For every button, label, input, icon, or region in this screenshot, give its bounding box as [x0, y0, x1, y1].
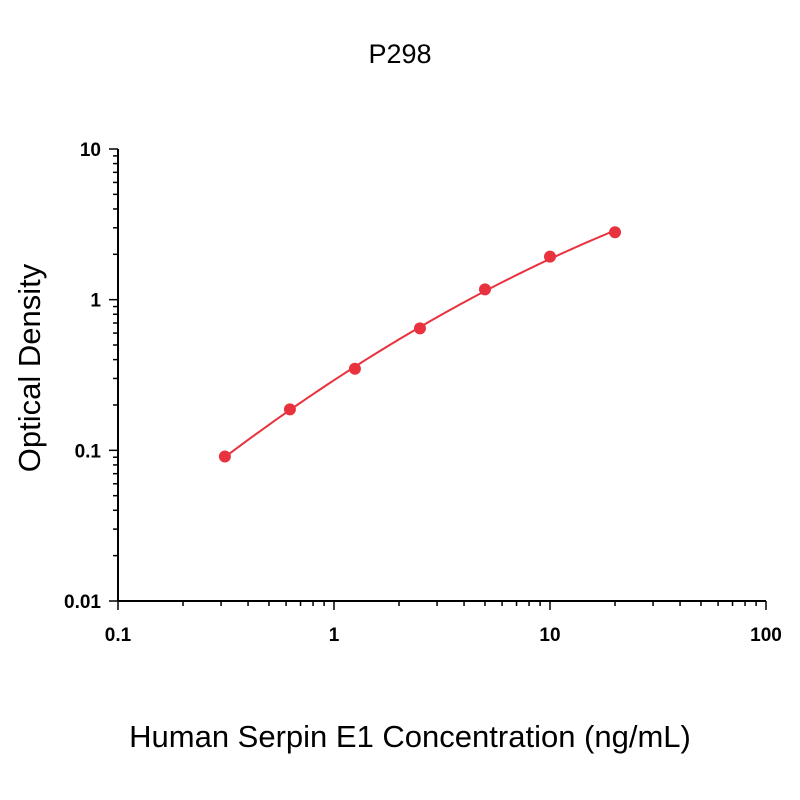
x-axis-label: Human Serpin E1 Concentration (ng/mL): [129, 719, 691, 754]
data-point: [413, 322, 426, 335]
data-point: [609, 226, 622, 239]
y-axis-ticks: 0.01 0.1 1 10: [64, 140, 118, 613]
y-tick-label: 10: [80, 140, 101, 161]
x-tick-label: 1: [329, 625, 340, 646]
chart-title: P298: [368, 39, 431, 69]
y-tick-label: 0.1: [75, 441, 102, 462]
x-axis-ticks: 0.1 1 10 100: [105, 601, 782, 646]
axes: [117, 149, 766, 602]
data-point: [283, 403, 296, 416]
x-tick-label: 10: [539, 625, 560, 646]
plot-series: [218, 226, 622, 463]
fit-curve: [224, 229, 616, 458]
y-tick-label: 0.01: [64, 592, 101, 613]
data-point: [544, 250, 556, 263]
data-point: [348, 362, 361, 375]
y-tick-label: 1: [90, 291, 101, 312]
x-tick-label: 100: [750, 625, 782, 646]
x-tick-label: 0.1: [105, 625, 132, 646]
data-point: [218, 450, 231, 463]
data-point: [478, 283, 491, 296]
y-axis-label: Optical Density: [12, 263, 47, 472]
